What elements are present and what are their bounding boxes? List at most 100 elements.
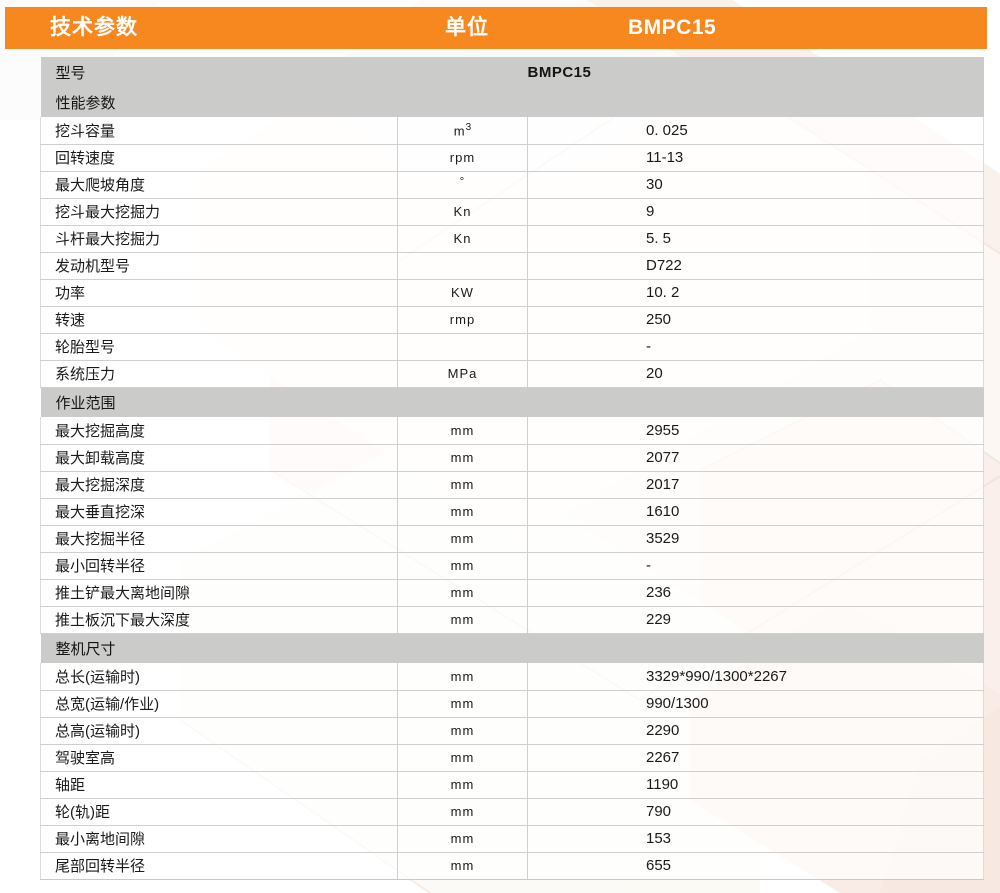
parameter-value: - bbox=[527, 333, 984, 361]
section-value bbox=[527, 87, 984, 117]
section-unit bbox=[397, 57, 528, 87]
parameter-name: 尾部回转半径 bbox=[40, 852, 398, 880]
parameter-unit: mm bbox=[397, 525, 528, 553]
parameter-value: 2077 bbox=[527, 444, 984, 472]
table-row: 最大垂直挖深 mm 1610 bbox=[40, 498, 984, 526]
parameter-value: - bbox=[527, 552, 984, 580]
parameter-name: 驾驶室高 bbox=[40, 744, 398, 772]
section-value bbox=[527, 633, 984, 663]
parameter-value: 2290 bbox=[527, 717, 984, 745]
table-row: 轴距 mm 1190 bbox=[40, 771, 984, 799]
parameter-unit: mm bbox=[397, 663, 528, 691]
table-section-row: 型号 BMPC15 bbox=[40, 57, 984, 87]
parameter-name: 总宽(运输/作业) bbox=[40, 690, 398, 718]
table-row: 最大挖掘高度 mm 2955 bbox=[40, 417, 984, 445]
parameter-value: 2017 bbox=[527, 471, 984, 499]
parameter-unit: ° bbox=[397, 171, 528, 199]
parameter-unit: mm bbox=[397, 444, 528, 472]
parameter-value: 9 bbox=[527, 198, 984, 226]
parameter-unit: mm bbox=[397, 690, 528, 718]
parameter-value: 3529 bbox=[527, 525, 984, 553]
parameter-value: 790 bbox=[527, 798, 984, 826]
section-label: 整机尺寸 bbox=[40, 633, 398, 663]
parameter-unit bbox=[397, 333, 528, 361]
table-row: 推土铲最大离地间隙 mm 236 bbox=[40, 579, 984, 607]
table-row: 挖斗最大挖掘力 Kn 9 bbox=[40, 198, 984, 226]
parameter-name: 轴距 bbox=[40, 771, 398, 799]
header-model-label: BMPC15 bbox=[628, 16, 717, 39]
parameter-value: 655 bbox=[527, 852, 984, 880]
table-row: 最大卸载高度 mm 2077 bbox=[40, 444, 984, 472]
parameter-name: 挖斗容量 bbox=[40, 117, 398, 145]
parameter-value: 990/1300 bbox=[527, 690, 984, 718]
parameter-value: 1610 bbox=[527, 498, 984, 526]
table-section-row: 整机尺寸 bbox=[40, 633, 984, 663]
parameter-unit: mm bbox=[397, 771, 528, 799]
parameter-name: 最大挖掘半径 bbox=[40, 525, 398, 553]
table-row: 最小回转半径 mm - bbox=[40, 552, 984, 580]
table-row: 总长(运输时) mm 3329*990/1300*2267 bbox=[40, 663, 984, 691]
parameter-name: 回转速度 bbox=[40, 144, 398, 172]
parameter-value: 0. 025 bbox=[527, 117, 984, 145]
table-row: 最小离地间隙 mm 153 bbox=[40, 825, 984, 853]
parameter-unit: rpm bbox=[397, 144, 528, 172]
parameter-unit: Kn bbox=[397, 198, 528, 226]
table-row: 总宽(运输/作业) mm 990/1300 bbox=[40, 690, 984, 718]
table-row: 功率 KW 10. 2 bbox=[40, 279, 984, 307]
parameter-unit: mm bbox=[397, 552, 528, 580]
table-row: 回转速度 rpm 11-13 bbox=[40, 144, 984, 172]
table-row: 系统压力 MPa 20 bbox=[40, 360, 984, 388]
parameter-value: 20 bbox=[527, 360, 984, 388]
specification-table: 型号 BMPC15 性能参数 挖斗容量 m3 0. 025 回转速度 rpm 11-13 最大爬坡… bbox=[40, 57, 984, 880]
table-body: 型号 BMPC15 性能参数 挖斗容量 m3 0. 025 回转速度 rpm 11-13 最大爬坡… bbox=[40, 57, 984, 880]
parameter-name: 转速 bbox=[40, 306, 398, 334]
section-unit bbox=[397, 387, 528, 417]
table-row: 轮胎型号 - bbox=[40, 333, 984, 361]
section-value: BMPC15 bbox=[527, 57, 984, 87]
parameter-value: D722 bbox=[527, 252, 984, 280]
section-unit bbox=[397, 87, 528, 117]
parameter-name: 系统压力 bbox=[40, 360, 398, 388]
parameter-name: 最大挖掘深度 bbox=[40, 471, 398, 499]
parameter-value: 10. 2 bbox=[527, 279, 984, 307]
table-header-bar: 技术参数 单位 BMPC15 bbox=[5, 7, 987, 49]
parameter-name: 最大卸载高度 bbox=[40, 444, 398, 472]
parameter-name: 最小离地间隙 bbox=[40, 825, 398, 853]
parameter-unit: mm bbox=[397, 471, 528, 499]
table-row: 驾驶室高 mm 2267 bbox=[40, 744, 984, 772]
parameter-unit bbox=[397, 252, 528, 280]
parameter-value: 236 bbox=[527, 579, 984, 607]
parameter-name: 挖斗最大挖掘力 bbox=[40, 198, 398, 226]
parameter-name: 推土铲最大离地间隙 bbox=[40, 579, 398, 607]
header-unit-label: 单位 bbox=[445, 16, 489, 39]
parameter-value: 250 bbox=[527, 306, 984, 334]
table-row: 轮(轨)距 mm 790 bbox=[40, 798, 984, 826]
parameter-unit: mm bbox=[397, 825, 528, 853]
parameter-unit: mm bbox=[397, 852, 528, 880]
section-value bbox=[527, 387, 984, 417]
parameter-unit: MPa bbox=[397, 360, 528, 388]
parameter-unit: mm bbox=[397, 417, 528, 445]
parameter-value: 3329*990/1300*2267 bbox=[527, 663, 984, 691]
parameter-value: 153 bbox=[527, 825, 984, 853]
table-row: 最大挖掘半径 mm 3529 bbox=[40, 525, 984, 553]
table-row: 最大挖掘深度 mm 2017 bbox=[40, 471, 984, 499]
section-unit bbox=[397, 633, 528, 663]
parameter-name: 轮胎型号 bbox=[40, 333, 398, 361]
parameter-value: 229 bbox=[527, 606, 984, 634]
parameter-unit: mm bbox=[397, 606, 528, 634]
parameter-unit: mm bbox=[397, 498, 528, 526]
parameter-name: 轮(轨)距 bbox=[40, 798, 398, 826]
table-row: 转速 rmp 250 bbox=[40, 306, 984, 334]
parameter-name: 斗杆最大挖掘力 bbox=[40, 225, 398, 253]
parameter-value: 2955 bbox=[527, 417, 984, 445]
parameter-unit: Kn bbox=[397, 225, 528, 253]
parameter-unit: m3 bbox=[397, 117, 528, 145]
parameter-value: 5. 5 bbox=[527, 225, 984, 253]
table-row: 尾部回转半径 mm 655 bbox=[40, 852, 984, 880]
header-param-label: 技术参数 bbox=[50, 16, 138, 39]
parameter-unit: mm bbox=[397, 717, 528, 745]
table-row: 挖斗容量 m3 0. 025 bbox=[40, 117, 984, 145]
parameter-name: 发动机型号 bbox=[40, 252, 398, 280]
